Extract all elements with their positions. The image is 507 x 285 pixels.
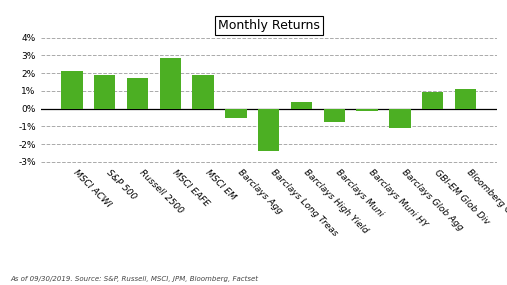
Bar bbox=[193, 75, 214, 109]
Bar bbox=[94, 76, 116, 109]
Bar bbox=[323, 109, 345, 123]
Bar bbox=[258, 109, 279, 152]
Bar bbox=[455, 89, 476, 109]
Bar bbox=[422, 92, 443, 109]
Bar bbox=[225, 109, 246, 118]
Bar bbox=[61, 72, 83, 109]
Bar bbox=[389, 109, 411, 128]
Bar bbox=[356, 109, 378, 111]
Bar bbox=[160, 58, 181, 109]
Text: As of 09/30/2019. Source: S&P, Russell, MSCI, JPM, Bloomberg, Factset: As of 09/30/2019. Source: S&P, Russell, … bbox=[10, 276, 258, 282]
Bar bbox=[127, 78, 148, 109]
Title: Monthly Returns: Monthly Returns bbox=[218, 19, 319, 32]
Bar bbox=[291, 102, 312, 109]
